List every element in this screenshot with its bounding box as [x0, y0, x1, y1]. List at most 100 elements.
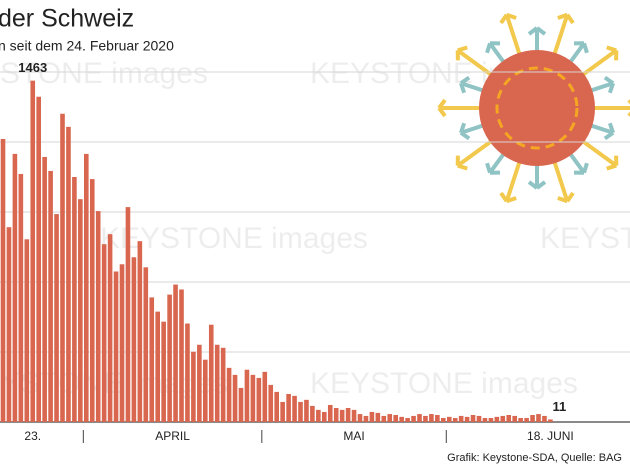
bar — [226, 367, 232, 422]
bar — [488, 418, 494, 422]
bar — [363, 415, 369, 422]
bar — [304, 399, 309, 422]
watermark: KEYSTONE images — [540, 222, 630, 255]
spike-tip — [607, 122, 615, 134]
bar — [310, 405, 315, 422]
spike-tip — [557, 196, 568, 204]
bar — [482, 418, 488, 422]
bar — [298, 401, 303, 422]
spike-tip — [506, 12, 517, 20]
bar — [387, 414, 393, 422]
bar — [36, 96, 41, 422]
bar — [458, 415, 464, 422]
bar — [441, 418, 446, 422]
bar — [470, 415, 476, 422]
spike-tip — [557, 12, 568, 20]
chart-subtitle: n seit dem 24. Februar 2020 — [0, 38, 174, 54]
spike-tip — [565, 191, 575, 203]
spike-tip — [499, 13, 509, 25]
bar — [286, 394, 291, 422]
bar — [357, 414, 363, 422]
bar — [125, 207, 131, 422]
bar — [316, 409, 321, 422]
spike-tip — [459, 122, 467, 134]
bar — [518, 418, 523, 422]
bar — [429, 414, 434, 422]
bar — [60, 113, 65, 423]
bar — [476, 415, 482, 422]
bar — [18, 173, 24, 422]
spike-tip — [485, 162, 492, 174]
bar — [351, 409, 357, 422]
bar — [72, 177, 77, 422]
bar — [107, 234, 113, 422]
spike — [550, 154, 570, 202]
bar — [494, 416, 500, 422]
bar — [143, 267, 149, 422]
bar — [345, 408, 351, 422]
spike-tip — [457, 45, 468, 53]
bar — [446, 416, 452, 422]
spike-tip — [606, 163, 617, 171]
bar — [185, 323, 190, 422]
bar — [173, 284, 178, 422]
bar — [256, 377, 262, 422]
x-tick-label: 23. — [24, 429, 41, 443]
bar — [268, 384, 274, 422]
bar — [101, 244, 107, 422]
spike-tip — [506, 196, 517, 204]
spike-tip — [606, 45, 617, 53]
bar — [179, 289, 184, 422]
spike-tip — [527, 180, 539, 190]
bar — [220, 347, 226, 422]
bar — [280, 401, 285, 422]
bar — [327, 404, 333, 422]
bar — [536, 414, 541, 422]
bar — [161, 321, 166, 422]
bar — [48, 170, 53, 422]
bar — [30, 80, 36, 422]
bar — [208, 324, 214, 422]
bar — [274, 391, 279, 422]
bar — [375, 412, 381, 422]
bar — [381, 415, 387, 422]
data-label: 1463 — [18, 60, 47, 75]
bar — [262, 371, 268, 422]
bar — [214, 344, 220, 422]
spike-tip — [459, 131, 471, 141]
bar — [339, 409, 345, 422]
watermark: KEYSTONE images — [310, 367, 578, 400]
bar — [417, 414, 422, 422]
spike-tip — [499, 191, 509, 203]
bar — [197, 344, 202, 422]
bar — [369, 411, 375, 422]
bar — [452, 418, 458, 422]
bar — [548, 419, 553, 422]
bar — [464, 416, 470, 422]
bar — [333, 408, 339, 422]
bar — [131, 257, 137, 422]
bar — [203, 359, 208, 422]
bar — [393, 415, 398, 422]
bar — [405, 418, 410, 422]
bar — [6, 227, 12, 422]
bar — [411, 415, 416, 422]
spike-tip — [603, 75, 615, 85]
spike-tip — [437, 106, 447, 118]
bar — [542, 415, 547, 422]
source-note: Grafik: Keystone-SDA, Quelle: BAG — [447, 452, 622, 464]
bar — [95, 211, 101, 422]
watermark: KEYSTONE images — [100, 222, 368, 255]
bar — [435, 415, 440, 422]
bar — [78, 199, 83, 422]
spike-tip — [607, 82, 615, 94]
bar — [24, 239, 30, 422]
spike-tip — [459, 75, 471, 85]
bar — [42, 156, 47, 422]
bar — [119, 264, 125, 422]
spike-tip — [457, 163, 468, 171]
chart-title: der Schweiz — [0, 5, 134, 33]
bar — [155, 311, 160, 422]
bar — [89, 179, 95, 422]
